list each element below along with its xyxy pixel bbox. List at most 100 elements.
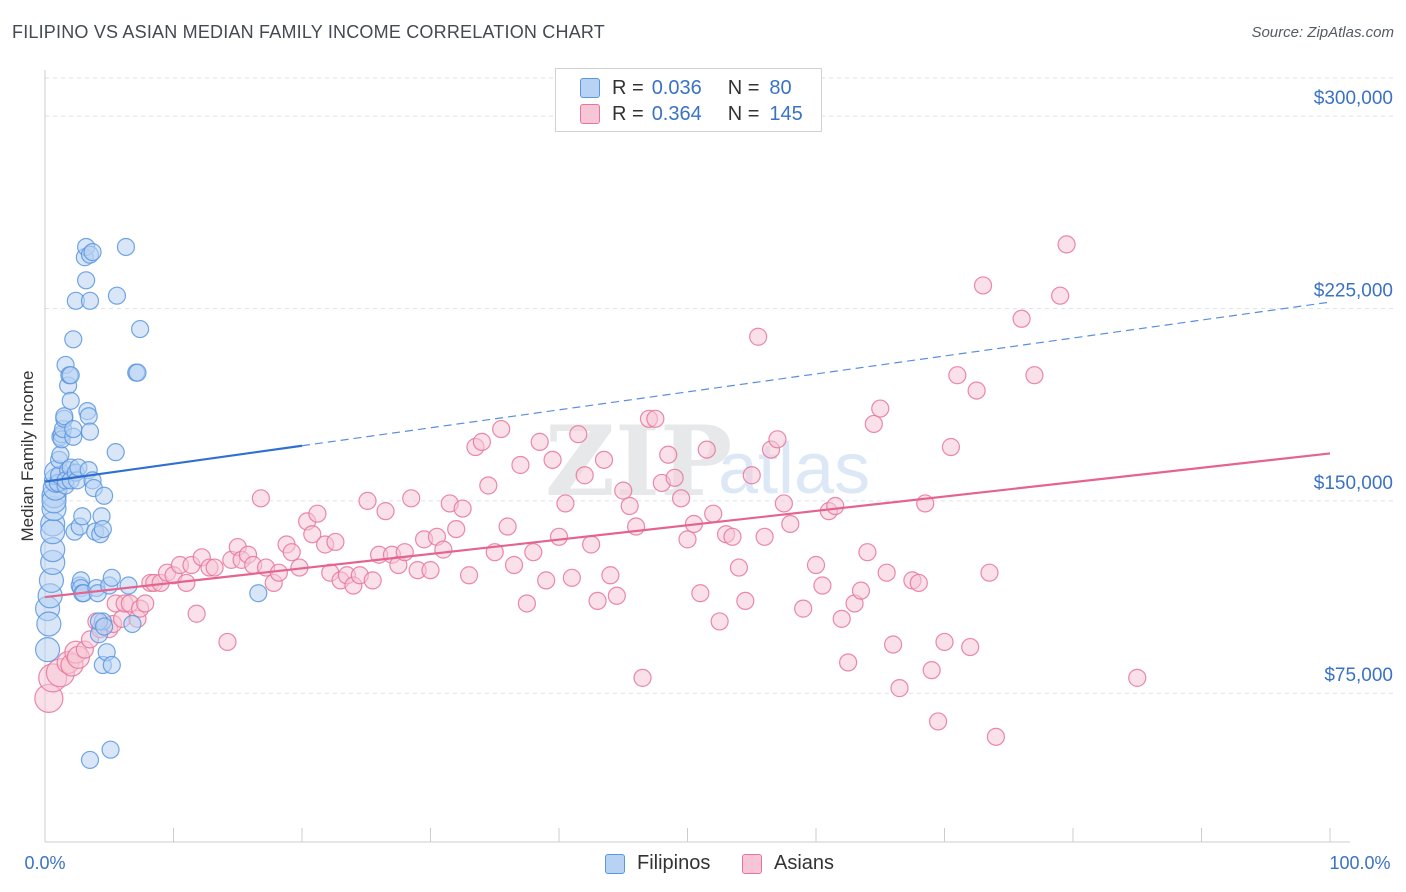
asian-point[interactable] xyxy=(569,425,588,444)
asian-point[interactable] xyxy=(303,525,322,544)
asian-point[interactable] xyxy=(665,468,684,487)
asian-point[interactable] xyxy=(806,555,826,575)
asian-point[interactable] xyxy=(742,466,761,485)
asian-point[interactable] xyxy=(136,594,155,613)
filipino-point[interactable] xyxy=(36,611,62,637)
filipino-point[interactable] xyxy=(123,614,142,634)
asian-point[interactable] xyxy=(928,712,948,731)
filipino-point[interactable] xyxy=(61,366,80,385)
asian-point[interactable] xyxy=(434,540,453,559)
asian-point[interactable] xyxy=(935,632,954,652)
asian-point[interactable] xyxy=(851,581,871,600)
asian-point[interactable] xyxy=(594,450,614,469)
asian-point[interactable] xyxy=(1057,235,1076,254)
asian-point[interactable] xyxy=(218,632,237,652)
filipino-point[interactable] xyxy=(34,637,61,663)
asian-point[interactable] xyxy=(871,399,890,418)
filipino-point[interactable] xyxy=(95,617,114,636)
asian-point[interactable] xyxy=(530,432,549,451)
asian-point[interactable] xyxy=(1012,309,1031,328)
asian-point[interactable] xyxy=(421,561,440,580)
asian-point[interactable] xyxy=(556,494,575,513)
asian-point[interactable] xyxy=(562,568,581,587)
asian-point[interactable] xyxy=(813,576,832,595)
asian-point[interactable] xyxy=(459,566,479,585)
asian-point[interactable] xyxy=(187,604,206,623)
asian-point[interactable] xyxy=(697,440,716,459)
asian-point[interactable] xyxy=(922,661,941,680)
filipino-point[interactable] xyxy=(95,486,114,505)
filipino-point[interactable] xyxy=(61,391,80,410)
asian-point[interactable] xyxy=(890,679,909,698)
asian-point[interactable] xyxy=(376,502,395,521)
filipino-point[interactable] xyxy=(102,655,121,675)
asian-point[interactable] xyxy=(205,558,224,577)
filipino-point[interactable] xyxy=(80,750,100,770)
asian-point[interactable] xyxy=(453,499,472,518)
asian-point[interactable] xyxy=(678,530,697,549)
asian-point[interactable] xyxy=(517,594,536,613)
asian-point[interactable] xyxy=(524,543,543,562)
asian-point[interactable] xyxy=(588,591,607,611)
asian-point[interactable] xyxy=(498,517,517,536)
asian-point[interactable] xyxy=(839,653,858,672)
asian-point[interactable] xyxy=(1128,668,1147,687)
legend-item-asians[interactable]: Asians xyxy=(742,852,834,875)
asian-point[interactable] xyxy=(447,519,466,539)
asian-point[interactable] xyxy=(941,437,961,457)
filipino-point[interactable] xyxy=(116,237,136,257)
asian-point[interactable] xyxy=(691,584,710,603)
asian-point[interactable] xyxy=(864,414,883,434)
asian-point[interactable] xyxy=(363,571,382,590)
asian-point[interactable] xyxy=(877,563,896,582)
asian-point[interactable] xyxy=(736,591,755,611)
asian-point[interactable] xyxy=(948,366,967,385)
filipino-point[interactable] xyxy=(93,519,112,539)
filipino-point[interactable] xyxy=(83,242,102,262)
asian-point[interactable] xyxy=(282,543,301,562)
asian-point[interactable] xyxy=(1051,286,1070,305)
asian-point[interactable] xyxy=(671,489,691,508)
asian-point[interactable] xyxy=(614,481,633,500)
filipino-point[interactable] xyxy=(55,407,74,426)
legend-item-filipinos[interactable]: Filipinos xyxy=(605,852,710,875)
filipino-point[interactable] xyxy=(40,519,66,545)
asian-point[interactable] xyxy=(794,599,813,618)
asian-point[interactable] xyxy=(646,409,665,428)
asian-point[interactable] xyxy=(308,504,327,523)
asian-point[interactable] xyxy=(601,566,620,585)
filipino-point[interactable] xyxy=(249,584,268,603)
asian-point[interactable] xyxy=(961,637,980,657)
asian-point[interactable] xyxy=(402,489,421,508)
asian-point[interactable] xyxy=(710,612,729,631)
filipino-point[interactable] xyxy=(80,291,100,310)
asian-point[interactable] xyxy=(582,535,601,554)
asian-point[interactable] xyxy=(986,727,1006,746)
asian-point[interactable] xyxy=(704,504,723,523)
asian-point[interactable] xyxy=(537,571,556,590)
asian-point[interactable] xyxy=(620,496,639,516)
asian-point[interactable] xyxy=(973,276,993,295)
asian-point[interactable] xyxy=(543,450,562,469)
filipino-point[interactable] xyxy=(102,568,121,587)
asian-point[interactable] xyxy=(729,558,749,577)
asian-point[interactable] xyxy=(326,532,345,552)
asian-point[interactable] xyxy=(479,476,498,495)
asian-point[interactable] xyxy=(607,586,626,605)
asian-point[interactable] xyxy=(269,563,288,582)
asian-point[interactable] xyxy=(1025,366,1044,385)
asian-point[interactable] xyxy=(832,609,851,628)
filipino-point[interactable] xyxy=(107,286,127,305)
asian-point[interactable] xyxy=(549,527,569,546)
filipino-point[interactable] xyxy=(64,330,83,349)
asian-point[interactable] xyxy=(633,668,652,687)
asian-point[interactable] xyxy=(883,635,903,654)
filipino-point[interactable] xyxy=(101,740,120,759)
filipino-point[interactable] xyxy=(106,443,125,462)
asian-point[interactable] xyxy=(659,445,678,464)
filipino-point[interactable] xyxy=(128,363,147,382)
asian-point[interactable] xyxy=(472,432,491,451)
asian-point[interactable] xyxy=(723,527,742,546)
asian-point[interactable] xyxy=(980,563,999,582)
asian-point[interactable] xyxy=(909,573,928,593)
